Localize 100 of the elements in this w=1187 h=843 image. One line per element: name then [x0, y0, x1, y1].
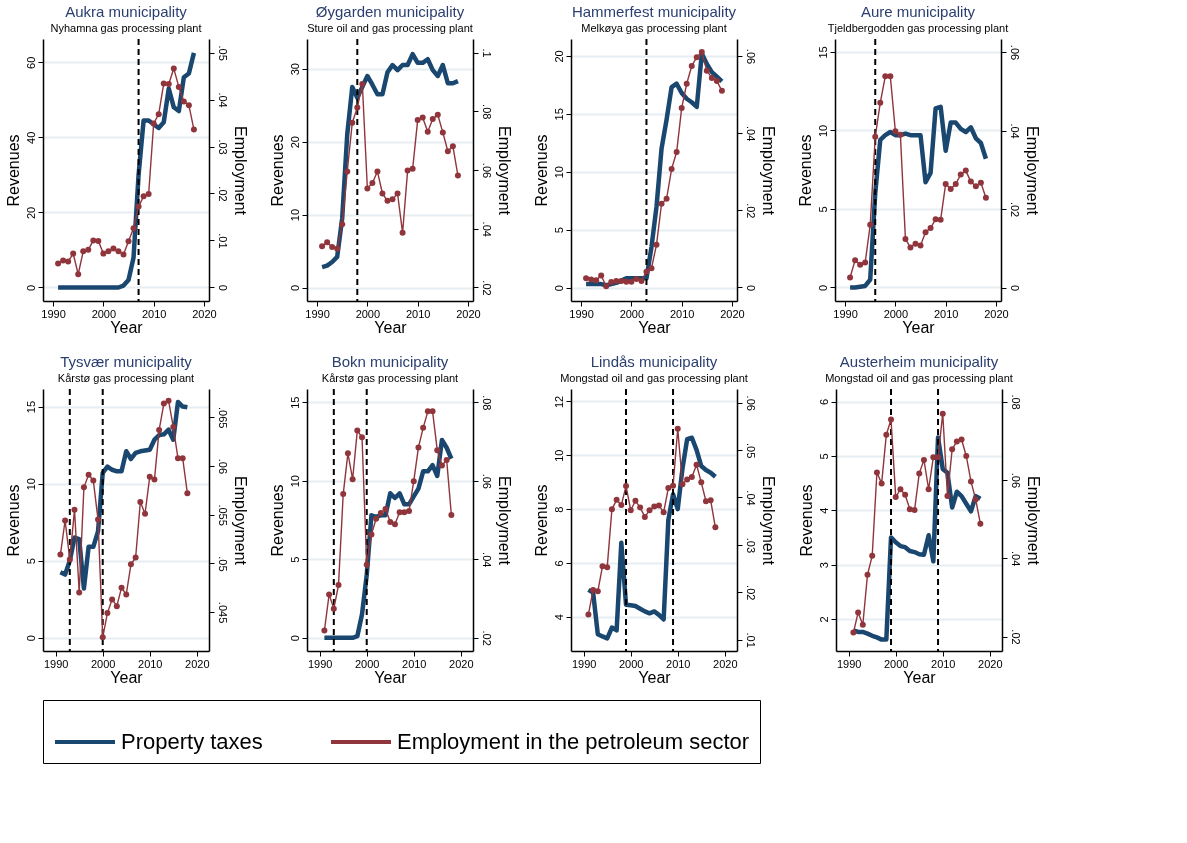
- point: [127, 561, 134, 568]
- point: [693, 461, 700, 468]
- point: [155, 111, 162, 118]
- x-tick-label: 2010: [933, 307, 959, 320]
- x-tick-label: 2000: [91, 307, 117, 320]
- point: [873, 469, 880, 476]
- chart-subtitle: Tjeldbergodden gas processing plant: [827, 22, 1009, 34]
- point: [608, 506, 615, 513]
- chart-subtitle: Mongstad oil and gas processing plant: [560, 372, 748, 384]
- y2-axis-title: Employment: [231, 126, 249, 216]
- x-tick-label: 1990: [571, 657, 597, 670]
- point: [603, 283, 610, 290]
- point: [925, 486, 932, 493]
- x-tick-label: 1990: [41, 307, 66, 320]
- y-axis-title: Revenues: [797, 484, 815, 557]
- point: [344, 450, 351, 457]
- y2-tick-label: .01: [744, 632, 757, 648]
- point: [132, 554, 139, 561]
- point: [673, 149, 680, 156]
- point: [160, 80, 167, 87]
- point: [638, 277, 645, 284]
- y-axis-title: Revenues: [268, 134, 286, 207]
- point: [857, 261, 864, 268]
- point: [118, 584, 125, 591]
- y-tick-label: 10: [552, 166, 565, 179]
- point: [684, 476, 691, 483]
- point: [165, 397, 172, 404]
- y-tick-label: 6: [817, 398, 830, 406]
- legend-label: Property taxes: [121, 729, 263, 754]
- point: [902, 235, 909, 242]
- x-axis-title: Year: [374, 668, 408, 686]
- y-tick-label: 15: [816, 46, 829, 59]
- y2-tick-label: .08: [1009, 394, 1022, 410]
- y2-axis-title: Employment: [495, 126, 513, 216]
- x-tick-label: 2020: [192, 307, 217, 320]
- point: [55, 260, 62, 267]
- y2-tick-label: .06: [216, 458, 229, 475]
- y2-tick-label: .06: [480, 473, 493, 489]
- point: [151, 476, 158, 483]
- y2-axis-title: Employment: [1024, 476, 1042, 566]
- point: [384, 197, 391, 204]
- point: [339, 221, 346, 228]
- y-tick-label: 5: [288, 556, 301, 563]
- y-tick-label: 5: [24, 558, 37, 565]
- point: [90, 477, 97, 484]
- point: [872, 133, 879, 140]
- point: [71, 506, 78, 513]
- point: [613, 277, 620, 284]
- y-tick-label: 10: [24, 478, 37, 491]
- point: [434, 111, 441, 118]
- line-series: [319, 51, 461, 270]
- chart-title: Austerheim municipality: [839, 353, 999, 370]
- chart-subtitle: Sture oil and gas processing plant: [307, 22, 473, 34]
- point: [911, 507, 918, 514]
- y2-axis-title: Employment: [1023, 126, 1041, 216]
- y-tick-label: 0: [24, 635, 37, 642]
- line-series: [586, 435, 718, 641]
- point: [115, 248, 122, 255]
- x-axis-title: Year: [110, 318, 144, 336]
- point: [123, 591, 130, 598]
- y-tick-label: 4: [817, 507, 830, 514]
- point: [883, 431, 890, 438]
- point: [415, 444, 422, 451]
- y2-tick-label: .01: [216, 233, 229, 249]
- y2-tick-label: .04: [1008, 123, 1021, 139]
- point: [160, 400, 167, 407]
- y-tick-label: 30: [288, 63, 301, 76]
- y-tick-label: 4: [552, 614, 565, 621]
- point: [648, 265, 655, 272]
- point: [604, 564, 611, 571]
- point: [424, 408, 431, 415]
- y2-tick-label: .03: [744, 537, 757, 554]
- point: [708, 74, 715, 81]
- y2-tick-label: .06: [1008, 44, 1021, 61]
- y2-tick-label: .04: [744, 490, 757, 506]
- point: [678, 105, 685, 112]
- point: [90, 237, 97, 244]
- x-tick-label: 2000: [90, 657, 116, 670]
- x-axis-title: Year: [638, 668, 672, 686]
- y2-tick-label: .045: [216, 601, 229, 624]
- point: [146, 473, 153, 480]
- point: [104, 610, 111, 617]
- x-tick-label: 2000: [883, 657, 909, 670]
- point: [414, 117, 421, 124]
- y2-tick-label: .02: [1009, 629, 1022, 645]
- point: [593, 277, 600, 284]
- y-tick-label: 20: [24, 206, 37, 220]
- point: [340, 491, 347, 498]
- point: [847, 274, 854, 281]
- point: [878, 480, 885, 487]
- y-tick-label: 10: [288, 208, 301, 222]
- point: [420, 424, 427, 431]
- point: [175, 83, 182, 90]
- chart-subtitle: Kårstø gas processing plant: [321, 372, 459, 384]
- y-tick-label: 15: [552, 108, 565, 121]
- point: [906, 506, 913, 513]
- point: [897, 131, 904, 138]
- x-tick-label: 1990: [305, 307, 330, 320]
- point: [693, 54, 700, 61]
- point: [429, 115, 436, 122]
